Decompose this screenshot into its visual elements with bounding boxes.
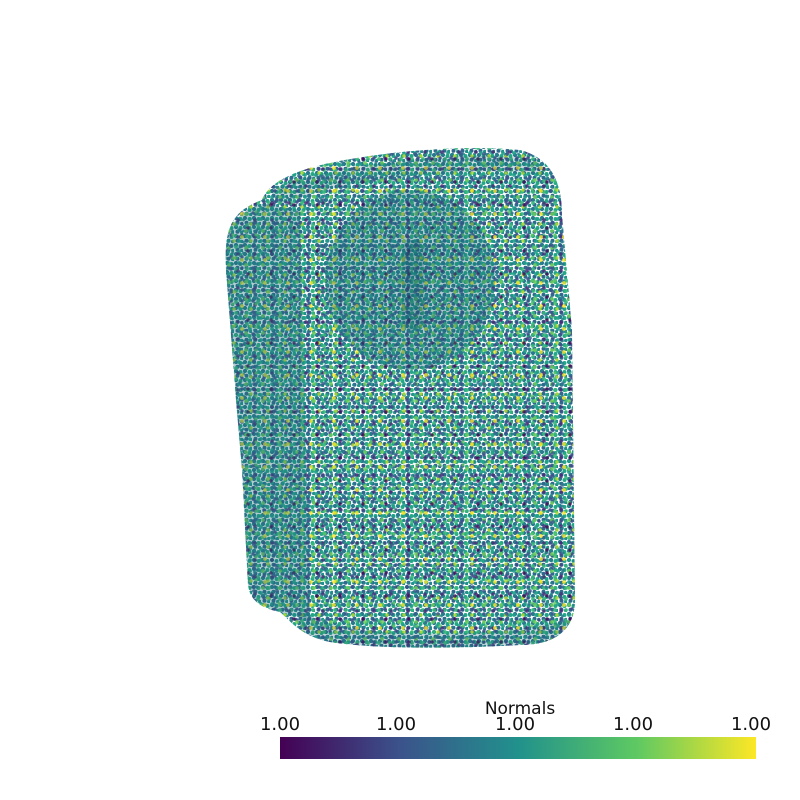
- colorbar-title: Normals: [484, 699, 556, 719]
- colorbar-tick-label: 1.00: [375, 714, 417, 735]
- colorbar-tick-label: 1.00: [259, 714, 301, 735]
- colorbar-gradient: [280, 737, 756, 759]
- colorbar-tick-label: 1.00: [730, 714, 772, 735]
- point-cloud-body: [225, 148, 575, 648]
- colorbar-tick-label: 1.00: [612, 714, 654, 735]
- colorbar-tick-label: 1.00: [494, 714, 536, 735]
